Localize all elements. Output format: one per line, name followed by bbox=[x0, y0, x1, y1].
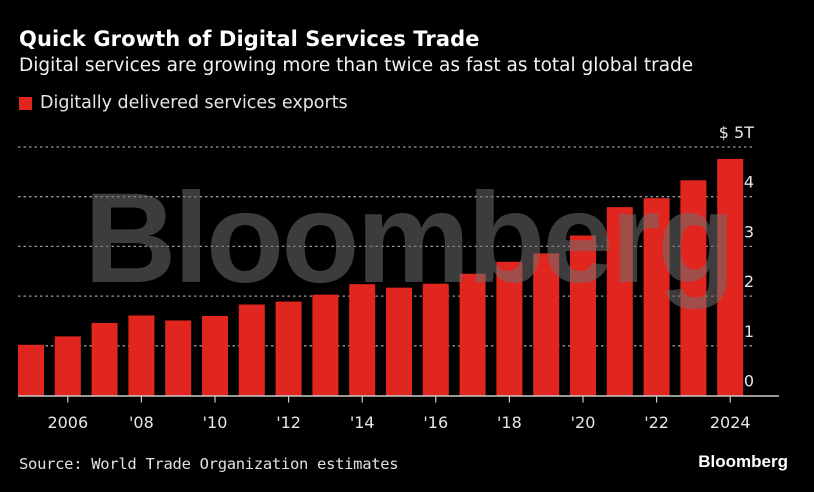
bar-2012 bbox=[275, 301, 302, 396]
source-note: Source: World Trade Organization estimat… bbox=[19, 455, 399, 473]
x-tick-label: '18 bbox=[497, 413, 522, 432]
x-tick-label: '22 bbox=[644, 413, 669, 432]
bar-2006 bbox=[54, 336, 81, 396]
x-tick-label: '12 bbox=[276, 413, 301, 432]
watermark: Bloomberg bbox=[84, 167, 733, 310]
legend-label: Digitally delivered services exports bbox=[40, 93, 348, 113]
x-tick-label: '16 bbox=[423, 413, 448, 432]
x-tick-label: 2006 bbox=[47, 413, 88, 432]
bar-2020 bbox=[570, 235, 596, 396]
y-tick-label: 4 bbox=[744, 173, 754, 192]
x-axis: 2006 '08 '10 '12 '14 '16 '18 '20 '22 2024 bbox=[18, 395, 779, 432]
chart-title: Quick Growth of Digital Services Trade bbox=[19, 27, 480, 51]
bloomberg-logo: Bloomberg bbox=[698, 452, 788, 471]
bar-2014 bbox=[349, 284, 376, 396]
x-tick-label: '20 bbox=[571, 413, 596, 432]
x-tick-label: '08 bbox=[129, 413, 154, 432]
legend-swatch-icon bbox=[19, 96, 32, 110]
bar-2019 bbox=[533, 253, 560, 396]
bar-2005 bbox=[18, 344, 44, 396]
x-tick-label: '14 bbox=[350, 413, 375, 432]
bar-2010 bbox=[202, 315, 228, 396]
bar-2007 bbox=[91, 322, 118, 396]
bar-2017 bbox=[459, 273, 486, 396]
legend: Digitally delivered services exports bbox=[19, 93, 348, 113]
bar-2022 bbox=[643, 198, 670, 396]
y-tick-label: 3 bbox=[744, 222, 754, 241]
bar-2023 bbox=[680, 180, 707, 396]
y-tick-label: $ 5T bbox=[719, 123, 754, 142]
x-tick-label: 2024 bbox=[710, 413, 751, 432]
bar-2009 bbox=[165, 320, 192, 396]
bar-2021 bbox=[606, 207, 633, 396]
y-tick-label: 1 bbox=[744, 322, 754, 341]
y-tick-label: 2 bbox=[744, 272, 754, 291]
bar-2015 bbox=[386, 287, 412, 396]
y-axis-labels: 0 1 2 3 4 $ 5T bbox=[719, 123, 754, 391]
chart-subtitle: Digital services are growing more than t… bbox=[19, 55, 694, 76]
bars bbox=[18, 158, 744, 396]
bar-2018 bbox=[496, 261, 523, 396]
bar-2016 bbox=[422, 283, 449, 396]
bar-2008 bbox=[128, 315, 155, 396]
bar-2024 bbox=[717, 158, 744, 396]
bar-2013 bbox=[312, 294, 339, 396]
bar-2011 bbox=[238, 304, 265, 396]
y-tick-label: 0 bbox=[744, 372, 754, 391]
x-tick-label: '10 bbox=[203, 413, 228, 432]
